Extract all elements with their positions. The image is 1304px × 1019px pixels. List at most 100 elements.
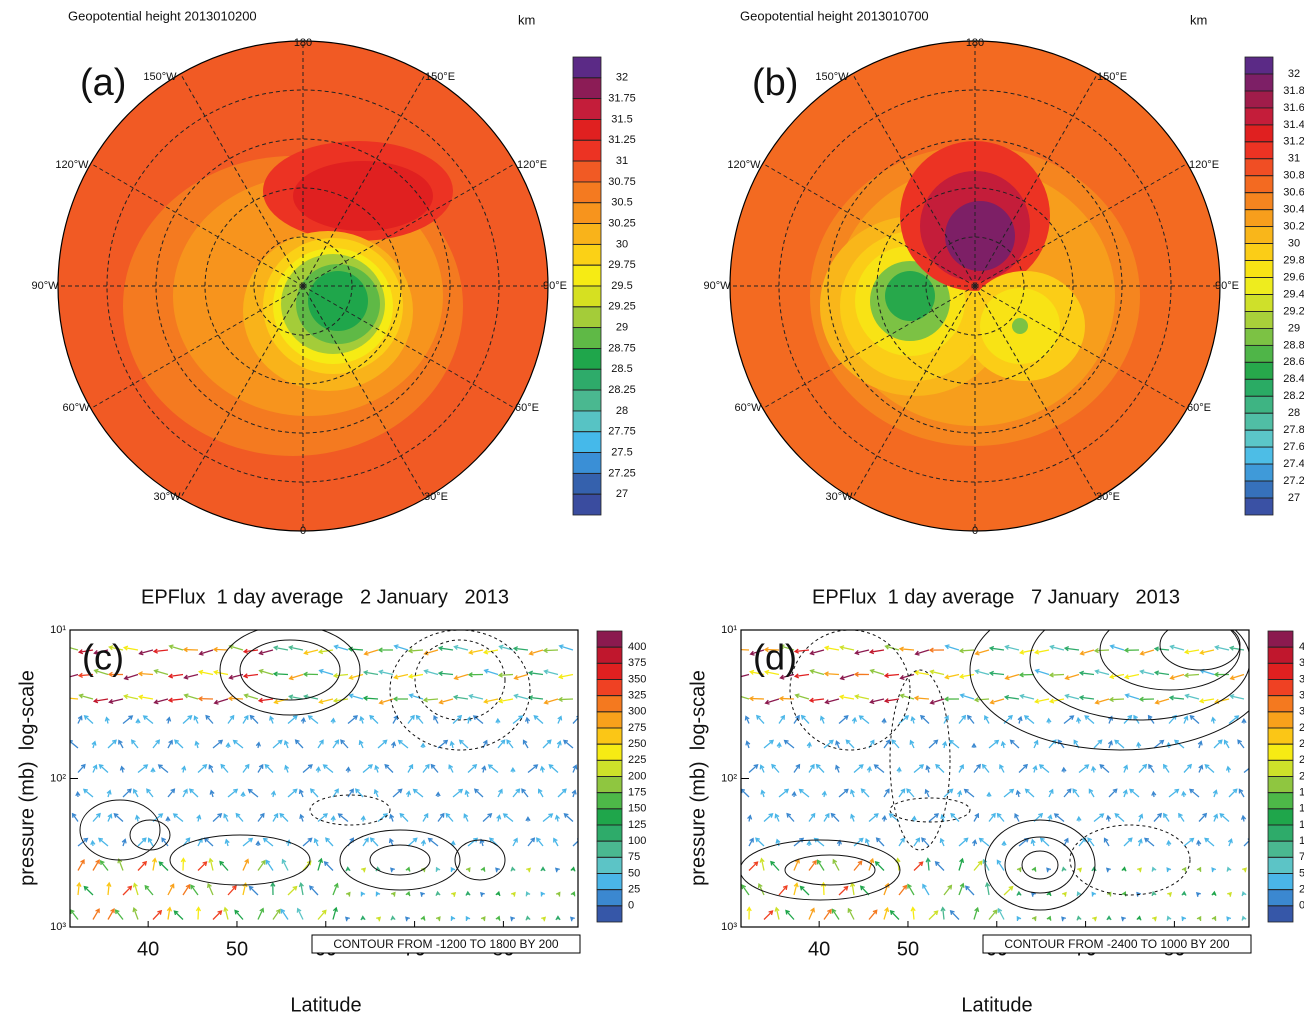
meridian — [974, 285, 1098, 499]
flux-arrow — [850, 789, 855, 798]
colorbar-label: 30.4 — [1283, 204, 1304, 216]
flux-arrow — [303, 649, 319, 656]
flux-arrow — [898, 715, 910, 725]
colorbar-box — [1244, 260, 1274, 278]
colorbar-label: 75 — [1299, 851, 1304, 863]
flux-arrow — [1229, 693, 1245, 700]
colorbar-box — [1244, 175, 1274, 194]
flux-arrow — [868, 649, 885, 655]
flux-arrow — [1064, 673, 1080, 681]
colorbar-box — [1244, 73, 1274, 92]
flux-arrow — [1166, 867, 1172, 873]
flux-arrow — [137, 860, 148, 871]
flux-arrow — [495, 867, 500, 873]
flux-arrow — [347, 788, 354, 798]
flux-arrow — [142, 715, 154, 725]
colorbar-box — [1267, 824, 1294, 842]
flux-arrow — [524, 716, 531, 724]
flux-arrow — [1214, 645, 1230, 651]
colorbar-label: 275 — [1299, 722, 1304, 734]
flux-arrow — [153, 698, 169, 705]
flux-arrow — [438, 698, 454, 705]
flux-arrow — [167, 697, 184, 703]
longitude-label: 60°E — [515, 402, 539, 414]
flux-arrow — [407, 673, 424, 679]
flux-arrow — [1228, 645, 1245, 651]
flux-arrow — [1107, 740, 1113, 749]
flux-arrow — [1138, 813, 1144, 822]
flux-arrow — [113, 813, 124, 822]
colorbar-label: 30.2 — [1283, 221, 1304, 233]
flux-arrow — [265, 859, 274, 871]
colorbar-label: 100 — [1299, 835, 1304, 847]
flux-arrow — [107, 908, 115, 920]
flux-arrow — [378, 669, 394, 676]
colorbar-box — [1267, 840, 1294, 858]
flux-arrow — [831, 908, 840, 920]
flux-arrow — [497, 672, 514, 678]
colorbar-label: 31.2 — [1283, 136, 1304, 148]
annotation-box — [982, 934, 1252, 954]
colorbar-label: 28.5 — [611, 363, 632, 375]
colorbar-box — [596, 679, 623, 697]
colorbar-box — [596, 776, 623, 794]
y-tick-label: 10² — [50, 772, 66, 784]
colorbar-label: 28.25 — [608, 384, 636, 396]
flux-arrow — [227, 788, 239, 798]
flux-arrow — [910, 906, 916, 920]
colorbar-box — [596, 743, 623, 761]
flux-arrow — [307, 715, 319, 725]
flux-arrow — [405, 866, 411, 872]
contour-line — [1099, 630, 1241, 691]
flux-arrow — [1138, 763, 1148, 773]
x-tick-label: 50 — [226, 938, 248, 960]
flux-arrow — [1204, 764, 1215, 773]
flux-arrow — [242, 763, 250, 773]
flux-arrow — [1108, 788, 1118, 798]
flux-arrow — [234, 909, 244, 920]
longitude-label: 0 — [972, 525, 978, 537]
flux-arrow — [1227, 838, 1233, 847]
flux-arrow — [332, 672, 349, 679]
colorbar-label: 30.8 — [1283, 170, 1304, 182]
flux-arrow — [1137, 867, 1142, 873]
colorbar-label: 31.6 — [1283, 102, 1304, 114]
flux-arrow — [1169, 644, 1185, 651]
flux-arrow — [300, 717, 306, 724]
flux-arrow — [541, 916, 547, 922]
flux-arrow — [763, 647, 780, 653]
colorbar-box — [1267, 856, 1294, 874]
colorbar-box — [596, 695, 623, 713]
colorbar-label: 225 — [628, 754, 646, 766]
flux-arrow — [495, 890, 501, 897]
flux-arrow — [197, 861, 208, 871]
flux-arrow — [392, 788, 403, 798]
flux-arrow — [392, 696, 409, 702]
flux-arrow — [1153, 670, 1170, 676]
flux-arrow — [526, 867, 532, 873]
flux-arrow — [464, 789, 470, 798]
flux-arrow — [775, 838, 781, 847]
flux-arrow — [875, 837, 885, 847]
flux-arrow — [393, 644, 409, 651]
flux-arrow — [213, 698, 229, 705]
flux-arrow — [1153, 812, 1163, 822]
units-label: km — [1190, 12, 1207, 27]
flux-arrow — [1223, 739, 1230, 749]
longitude-label: 30°E — [1096, 491, 1120, 503]
flux-arrow — [369, 714, 379, 724]
flux-arrow — [332, 739, 340, 749]
colorbar-label: 27.4 — [1283, 458, 1304, 470]
flux-arrow — [558, 673, 574, 680]
longitude-label: 90°E — [1215, 280, 1239, 292]
flux-arrow — [1166, 915, 1172, 921]
flux-arrow — [466, 716, 472, 724]
longitude-label: 30°W — [825, 491, 853, 503]
flux-arrow — [423, 669, 439, 676]
flux-arrow — [572, 838, 578, 847]
flux-arrow — [542, 813, 554, 823]
flux-arrow — [161, 837, 169, 847]
flux-arrow — [898, 788, 906, 798]
colorbar-box — [1267, 646, 1294, 664]
